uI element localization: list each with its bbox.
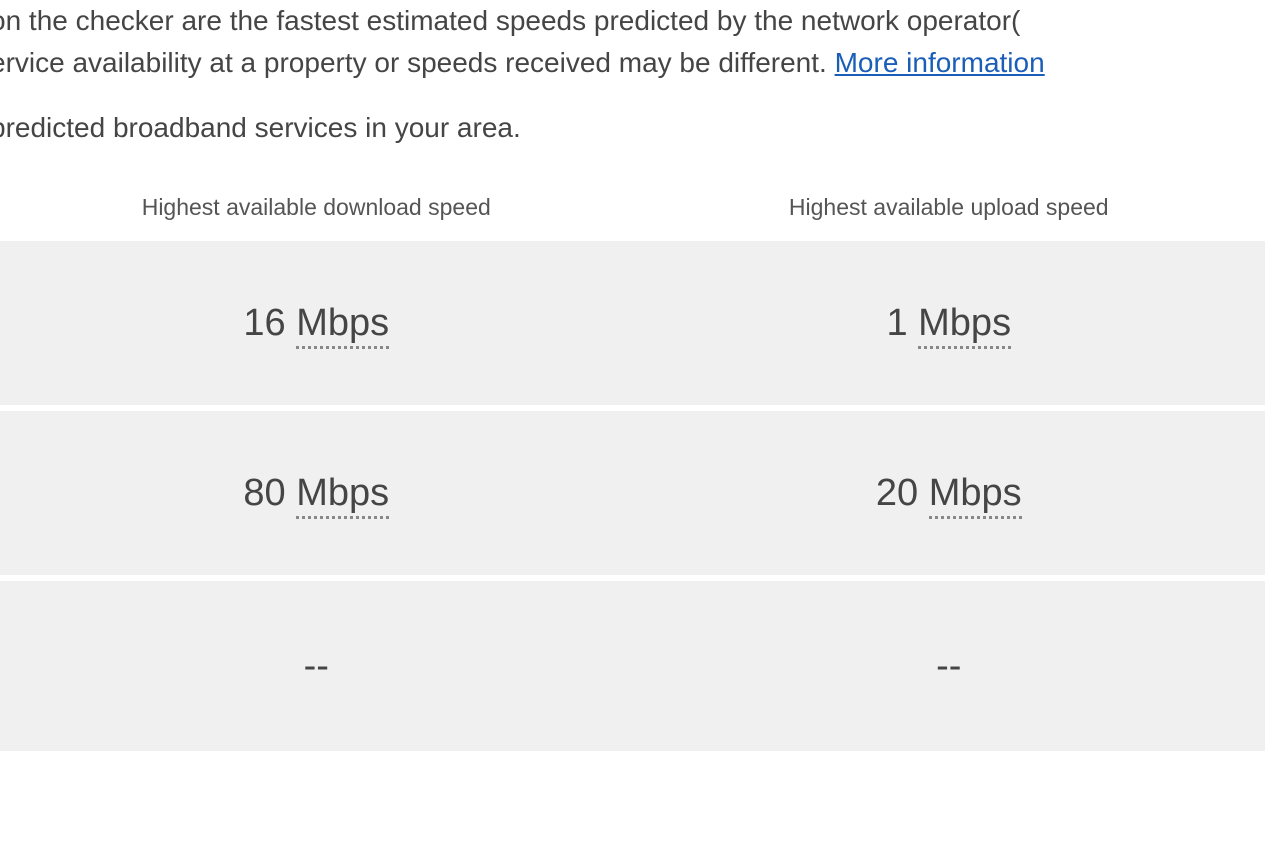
download-unit: Mbps: [296, 472, 389, 519]
upload-cell: --: [633, 645, 1265, 688]
upload-unit: Mbps: [929, 472, 1022, 519]
broadband-checker-panel: on the checker are the fastest estimated…: [0, 0, 1265, 751]
description-text: on the checker are the fastest estimated…: [0, 0, 1265, 84]
table-row: 80 Mbps 20 Mbps: [0, 411, 1265, 581]
table-row: 16 Mbps 1 Mbps: [0, 241, 1265, 411]
download-cell: 16 Mbps: [0, 302, 633, 345]
more-information-link[interactable]: More information: [835, 47, 1045, 78]
download-cell: --: [0, 645, 633, 688]
upload-cell: 1 Mbps: [633, 302, 1265, 345]
download-value: --: [304, 645, 329, 687]
upload-value: 20: [876, 472, 918, 514]
download-cell: 80 Mbps: [0, 472, 633, 515]
download-value: 16: [243, 302, 285, 344]
upload-value: --: [936, 645, 961, 687]
download-unit: Mbps: [296, 302, 389, 349]
table-row: -- --: [0, 581, 1265, 751]
description-part-2: ervice availability at a property or spe…: [0, 47, 835, 78]
download-value: 80: [243, 472, 285, 514]
table-header-row: Highest available download speed Highest…: [0, 194, 1265, 241]
upload-cell: 20 Mbps: [633, 472, 1265, 515]
download-header: Highest available download speed: [0, 194, 633, 221]
speed-table: Highest available download speed Highest…: [0, 194, 1265, 751]
upload-header: Highest available upload speed: [633, 194, 1265, 221]
upload-unit: Mbps: [918, 302, 1011, 349]
upload-value: 1: [886, 302, 907, 344]
subtitle-text: predicted broadband services in your are…: [0, 112, 1265, 144]
description-part-1: on the checker are the fastest estimated…: [0, 5, 1020, 36]
